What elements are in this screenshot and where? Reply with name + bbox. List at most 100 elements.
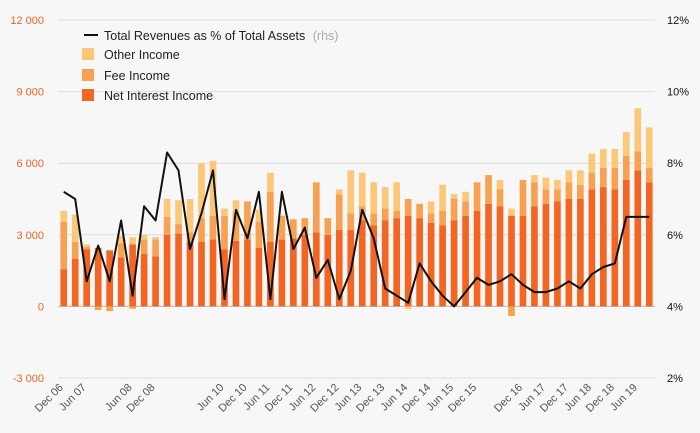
bar-fee bbox=[163, 216, 171, 235]
bar-net-interest bbox=[163, 234, 171, 307]
left-axis-ticks: -3 000 0 3 000 6 000 9 000 12 000 bbox=[10, 15, 44, 385]
bar-net-interest bbox=[301, 234, 309, 307]
bar-fee bbox=[209, 215, 217, 240]
bar-other bbox=[439, 184, 446, 211]
bar-other bbox=[542, 177, 550, 190]
bar-other bbox=[622, 132, 630, 157]
bar-fee bbox=[312, 182, 320, 233]
bar-fee bbox=[554, 189, 561, 202]
bar-net-interest bbox=[485, 203, 492, 307]
bar-other bbox=[209, 160, 217, 216]
bar-fee bbox=[439, 210, 446, 226]
bar-net-interest bbox=[622, 179, 630, 307]
bar-fee bbox=[186, 232, 194, 242]
left-tick-label: 9 000 bbox=[16, 87, 44, 99]
bar-net-interest bbox=[404, 215, 412, 307]
bar-other bbox=[600, 148, 607, 168]
bar-net-interest bbox=[508, 215, 515, 307]
bar-fee bbox=[94, 306, 102, 310]
bar-net-interest bbox=[588, 189, 596, 307]
left-tick-label: 0 bbox=[38, 301, 44, 313]
bar-other bbox=[508, 208, 515, 216]
legend-nii-label: Net Interest Income bbox=[104, 89, 213, 103]
bar-fee bbox=[278, 215, 286, 240]
bar-other bbox=[358, 172, 366, 207]
bar-fee bbox=[129, 306, 136, 309]
bar-net-interest bbox=[267, 241, 274, 307]
bar-other bbox=[152, 237, 159, 240]
bar-other bbox=[427, 201, 435, 214]
bar-net-interest bbox=[60, 269, 68, 307]
bar-net-interest bbox=[393, 218, 401, 307]
bar-other bbox=[267, 172, 274, 192]
bar-net-interest bbox=[531, 206, 538, 307]
bar-net-interest bbox=[519, 215, 527, 307]
bar-other bbox=[634, 108, 642, 152]
bar-other bbox=[588, 153, 596, 173]
bar-net-interest bbox=[221, 249, 228, 307]
bar-fee bbox=[600, 167, 607, 188]
bar-net-interest bbox=[278, 239, 286, 307]
bar-net-interest bbox=[462, 215, 469, 307]
bar-fee bbox=[645, 167, 653, 183]
bar-fee bbox=[83, 246, 91, 250]
bar-fee bbox=[198, 218, 205, 242]
bar-fee bbox=[508, 306, 515, 316]
bar-net-interest bbox=[473, 210, 481, 307]
bar-fee bbox=[496, 189, 504, 207]
bar-other bbox=[577, 170, 584, 185]
bar-other bbox=[462, 191, 469, 202]
bar-other bbox=[83, 244, 91, 247]
bar-net-interest bbox=[565, 199, 573, 307]
bar-other bbox=[140, 234, 148, 240]
bar-other bbox=[370, 182, 378, 214]
bar-net-interest bbox=[94, 247, 102, 307]
right-tick-label: 10% bbox=[667, 87, 689, 99]
legend-fee-swatch bbox=[82, 69, 94, 81]
bar-series bbox=[60, 108, 653, 316]
legend-other-swatch bbox=[82, 48, 94, 60]
bar-net-interest bbox=[186, 241, 194, 307]
bar-fee bbox=[60, 221, 68, 270]
bar-net-interest bbox=[209, 239, 217, 307]
bar-other bbox=[531, 175, 538, 183]
chart-legend: Total Revenues as % of Total Assets (rhs… bbox=[82, 29, 338, 103]
bar-fee bbox=[404, 199, 412, 216]
bar-net-interest bbox=[634, 170, 642, 307]
bar-fee bbox=[393, 210, 401, 219]
bar-fee bbox=[588, 172, 596, 190]
bar-other bbox=[221, 208, 228, 216]
bar-net-interest bbox=[117, 257, 125, 307]
bar-net-interest bbox=[416, 218, 423, 307]
legend-other-label: Other Income bbox=[104, 48, 180, 62]
left-tick-label: 12 000 bbox=[10, 15, 44, 27]
bar-net-interest bbox=[427, 222, 435, 307]
bar-fee bbox=[106, 306, 113, 312]
bar-fee bbox=[462, 201, 469, 216]
bar-fee bbox=[255, 221, 263, 248]
bar-fee bbox=[622, 156, 630, 180]
bar-net-interest bbox=[645, 182, 653, 307]
right-tick-label: 6% bbox=[667, 230, 683, 242]
bar-fee bbox=[565, 182, 573, 199]
bar-other bbox=[71, 214, 79, 242]
bar-net-interest bbox=[175, 233, 182, 307]
bar-net-interest bbox=[152, 256, 159, 307]
bar-other bbox=[175, 200, 182, 225]
legend-nii-swatch bbox=[82, 89, 94, 101]
right-tick-label: 2% bbox=[667, 373, 683, 385]
bar-other bbox=[198, 163, 205, 219]
bar-fee bbox=[381, 208, 389, 221]
bar-other bbox=[60, 210, 68, 222]
right-axis-ticks: 2% 4% 6% 8% 10% 12% bbox=[667, 15, 689, 385]
bar-net-interest bbox=[450, 220, 458, 307]
bar-fee bbox=[232, 212, 240, 241]
left-tick-label: -3 000 bbox=[13, 373, 44, 385]
bar-other bbox=[347, 170, 355, 214]
bar-other bbox=[496, 179, 504, 190]
bar-fee bbox=[577, 184, 584, 199]
bar-fee bbox=[152, 239, 159, 257]
bar-fee bbox=[542, 189, 550, 204]
